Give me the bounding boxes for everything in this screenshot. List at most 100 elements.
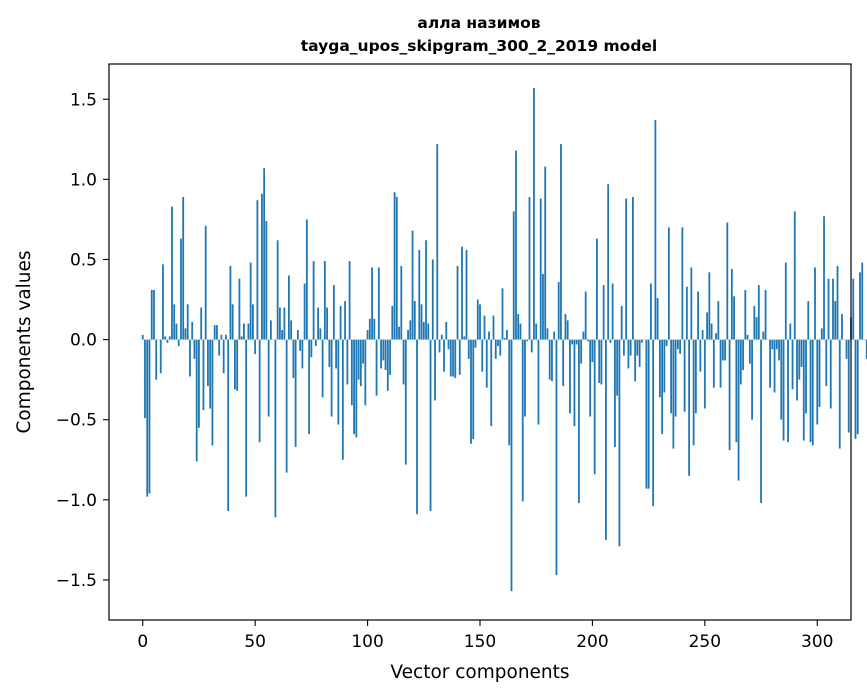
bar [191, 321, 194, 340]
bar [521, 339, 524, 502]
bar [793, 211, 796, 340]
bar [218, 339, 221, 356]
bar [620, 305, 623, 340]
bar [719, 339, 722, 388]
bar [829, 339, 832, 409]
bar [449, 339, 452, 377]
bar [807, 301, 810, 340]
bar [461, 246, 463, 340]
bar [623, 339, 625, 356]
bar [710, 323, 713, 340]
bar [492, 315, 495, 340]
bar [213, 325, 216, 340]
bar [245, 339, 248, 497]
bar [308, 339, 311, 435]
bar [809, 339, 812, 443]
bar [256, 200, 259, 340]
bar [395, 196, 398, 340]
bar [195, 339, 198, 462]
y-tick-label: −0.5 [56, 411, 97, 431]
bar [780, 339, 783, 420]
bar [670, 339, 673, 414]
bar [420, 304, 423, 340]
bar [211, 339, 214, 446]
bar [436, 144, 439, 340]
bar [200, 307, 203, 340]
bar [476, 299, 479, 340]
bar [398, 326, 400, 340]
bar [703, 339, 706, 409]
bar [771, 339, 774, 350]
bar [699, 339, 702, 372]
bar [512, 211, 515, 340]
bar [216, 325, 218, 340]
bar [164, 336, 167, 340]
bar [859, 272, 861, 340]
bar [519, 323, 522, 340]
bar [434, 339, 436, 401]
bar [681, 227, 684, 340]
bar [371, 267, 373, 340]
bar [240, 336, 243, 340]
bar [672, 339, 675, 449]
bar [649, 283, 652, 340]
bar [825, 339, 828, 387]
bar [775, 339, 778, 350]
bar [292, 339, 295, 379]
bar [425, 240, 427, 340]
bar [386, 339, 389, 391]
bar [685, 286, 688, 340]
bar [204, 225, 207, 340]
bar [400, 265, 403, 340]
y-axis-label: Components values [14, 250, 35, 433]
bar [332, 285, 335, 340]
y-tick-label: 1.5 [70, 90, 97, 110]
bar [694, 339, 697, 414]
bar [497, 339, 499, 347]
bar [490, 339, 493, 427]
bar [661, 339, 664, 435]
bar [737, 339, 740, 481]
y-tick-label: 1.0 [70, 170, 97, 190]
bar [389, 339, 391, 375]
bar [227, 339, 230, 512]
bar [836, 265, 839, 340]
bar [440, 334, 443, 340]
y-tick-label: −1.5 [56, 571, 97, 591]
bar [470, 339, 472, 444]
bar [335, 339, 337, 369]
bar [789, 323, 792, 340]
bar [481, 339, 484, 372]
bar [506, 329, 508, 340]
bar [285, 339, 288, 473]
bar [679, 339, 682, 355]
bar [796, 339, 798, 401]
bar [411, 230, 414, 340]
bar [667, 227, 670, 340]
bar [580, 339, 583, 364]
bar [782, 339, 785, 441]
bar [647, 339, 650, 489]
bar [281, 329, 284, 340]
bar [294, 339, 297, 447]
bar [261, 193, 263, 340]
bar [638, 339, 641, 367]
bar [629, 339, 632, 356]
bar [573, 339, 576, 427]
bar [542, 273, 544, 340]
bar [456, 265, 459, 340]
bar [530, 339, 533, 353]
x-tick-label: 200 [576, 632, 608, 652]
bars-layer [141, 88, 867, 592]
bar [472, 339, 475, 439]
bar [571, 339, 574, 345]
bar [814, 267, 816, 340]
bar [359, 339, 362, 387]
bar [733, 296, 735, 340]
bar [328, 339, 331, 367]
bar [305, 219, 308, 340]
bar [269, 320, 272, 340]
bar [301, 339, 304, 369]
bar [418, 249, 421, 340]
